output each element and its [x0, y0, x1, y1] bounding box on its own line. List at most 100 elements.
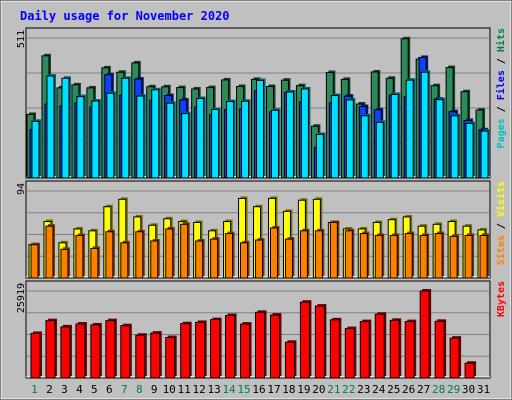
x-tick-label: 5 — [91, 383, 98, 396]
bar — [419, 234, 428, 279]
legend: KBytes — [496, 281, 507, 317]
x-tick-label: 15 — [237, 383, 250, 396]
legend-entry: Sites — [495, 235, 507, 265]
bar — [270, 109, 279, 179]
x-tick-label: 19 — [297, 383, 310, 396]
bar — [299, 301, 310, 379]
bar — [121, 77, 130, 179]
x-tick-label: 13 — [207, 383, 220, 396]
bar — [344, 230, 353, 279]
legend: Sites / Visits — [495, 181, 507, 265]
bar — [76, 96, 85, 179]
bar — [105, 231, 114, 279]
x-tick-label: 30 — [462, 383, 475, 396]
bar — [30, 244, 39, 279]
x-tick-label: 10 — [163, 383, 176, 396]
bar — [314, 230, 323, 279]
bar — [165, 228, 174, 279]
bar — [404, 233, 413, 279]
x-tick-label: 4 — [76, 383, 83, 396]
x-axis-day-labels: 1 2 3 4 5 6 7 8 9 10 11 12 13 14 15 16 17 18 19 20 21 22 23 24 2… — [31, 383, 490, 396]
bar — [284, 238, 293, 279]
bar — [210, 319, 221, 379]
bar — [434, 320, 445, 379]
bar — [330, 95, 339, 179]
bar — [210, 238, 219, 279]
bar — [375, 121, 384, 179]
bar — [464, 362, 475, 379]
bar — [135, 334, 146, 379]
bar — [480, 130, 489, 179]
x-tick-label: 27 — [417, 383, 430, 396]
bar — [61, 77, 70, 179]
x-tick-label: 6 — [106, 383, 113, 396]
bar — [90, 324, 101, 379]
x-tick-label: 31 — [477, 383, 490, 396]
bar — [359, 321, 370, 379]
bar — [329, 319, 340, 379]
bar — [195, 240, 204, 279]
legend-separator: / — [496, 217, 507, 235]
bar — [75, 234, 84, 279]
bar — [225, 233, 234, 279]
bar — [464, 234, 473, 279]
x-tick-label: 16 — [252, 383, 265, 396]
x-tick-label: 18 — [282, 383, 295, 396]
legend-entry: Pages — [496, 118, 507, 148]
bar — [60, 326, 71, 379]
x-tick-label: 3 — [61, 383, 68, 396]
bar — [60, 248, 69, 279]
bar — [389, 319, 400, 379]
bar — [315, 133, 324, 179]
x-tick-label: 25 — [387, 383, 400, 396]
sites-visits-panel: 94 Sites / Visits — [16, 180, 507, 279]
bar — [255, 311, 266, 379]
bar — [106, 92, 115, 179]
bar — [166, 102, 175, 179]
bar — [180, 223, 189, 279]
chart-title: Daily usage for November 2020 — [20, 9, 230, 23]
x-tick-label: 26 — [402, 383, 415, 396]
x-tick-label: 2 — [46, 383, 53, 396]
bar — [195, 321, 206, 379]
bar — [45, 320, 56, 379]
bar — [420, 71, 429, 179]
bar — [269, 314, 280, 379]
bar — [390, 93, 399, 179]
kbytes-panel: 25919 KBytes — [16, 280, 507, 379]
legend-entry: KBytes — [496, 281, 507, 317]
bar — [90, 247, 99, 279]
x-tick-label: 12 — [193, 383, 206, 396]
y-axis-max-label: 25919 — [16, 283, 27, 313]
bar — [120, 325, 131, 379]
bar — [345, 99, 354, 179]
bar — [359, 233, 368, 279]
bar — [45, 225, 54, 279]
legend: Pages / Files / Hits — [495, 28, 507, 148]
bar — [135, 231, 144, 279]
x-tick-label: 9 — [151, 383, 158, 396]
bar — [241, 100, 250, 179]
bar — [196, 98, 205, 179]
bar — [46, 75, 55, 179]
x-tick-label: 22 — [342, 383, 355, 396]
bar — [120, 242, 129, 279]
legend-entry: Visits — [495, 181, 507, 217]
bar — [404, 321, 415, 379]
x-tick-label: 1 — [31, 383, 38, 396]
bar — [479, 234, 488, 279]
bar — [226, 101, 235, 179]
bar — [181, 113, 190, 179]
bar — [269, 227, 278, 279]
bar — [31, 120, 40, 179]
legend-separator: / — [496, 100, 507, 118]
bar — [240, 323, 251, 379]
bar — [314, 305, 325, 379]
bar — [374, 313, 385, 379]
x-tick-label: 20 — [312, 383, 325, 396]
bar — [211, 109, 220, 179]
bar — [419, 290, 430, 379]
legend-separator: / — [496, 52, 507, 70]
bar — [449, 337, 460, 379]
bar — [465, 122, 474, 179]
